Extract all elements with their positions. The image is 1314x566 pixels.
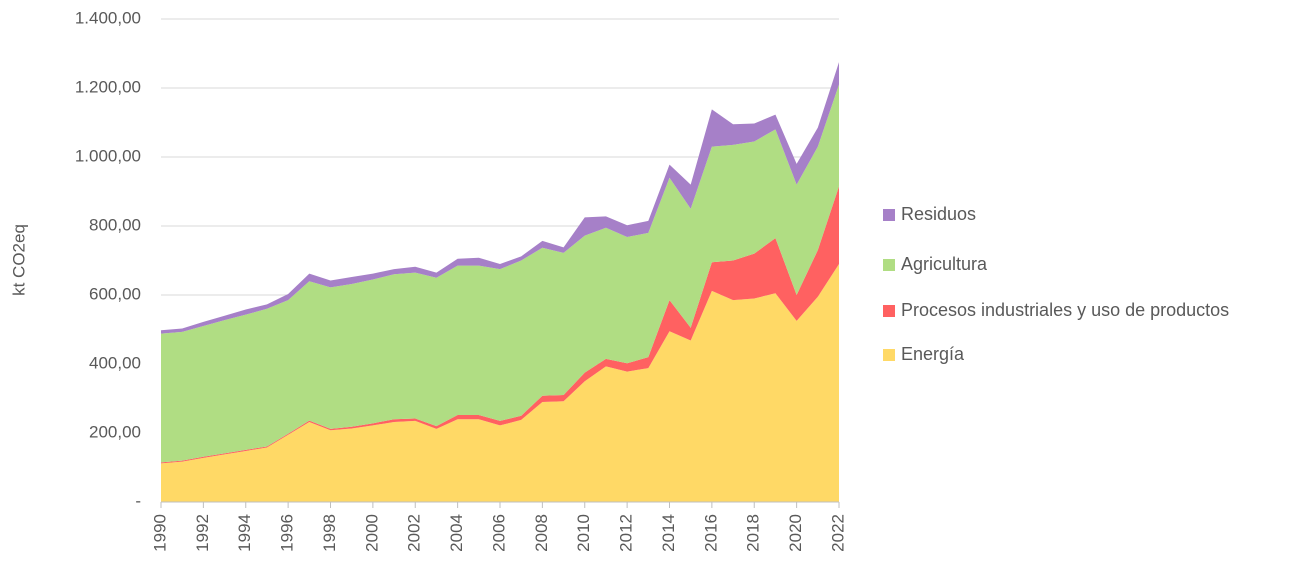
legend-swatch: [883, 259, 895, 271]
x-tick-label: 2020: [786, 514, 805, 552]
x-tick-label: 2004: [447, 514, 466, 552]
y-tick-label: 1.000,00: [75, 146, 141, 165]
y-tick-label: -: [135, 491, 141, 510]
y-axis-label: kt CO2eq: [9, 224, 28, 296]
area: [161, 84, 839, 463]
x-tick-label: 1996: [278, 514, 297, 552]
legend-swatch: [883, 349, 895, 361]
legend-swatch: [883, 209, 895, 221]
x-tick-label: 1990: [150, 514, 169, 552]
x-tick-label: 2014: [659, 514, 678, 552]
legend-label: Energía: [901, 344, 965, 364]
legend-swatch: [883, 305, 895, 317]
legend-label: Agricultura: [901, 254, 988, 274]
y-tick-label: 800,00: [89, 215, 141, 234]
x-tick-label: 2006: [489, 514, 508, 552]
area: [161, 263, 839, 502]
legend-label: Residuos: [901, 204, 976, 224]
y-tick-label: 400,00: [89, 353, 141, 372]
x-tick-label: 2000: [362, 514, 381, 552]
y-tick-label: 200,00: [89, 422, 141, 441]
x-tick-label: 2018: [744, 514, 763, 552]
x-tick-label: 2012: [617, 514, 636, 552]
y-tick-label: 600,00: [89, 284, 141, 303]
x-tick-label: 2010: [574, 514, 593, 552]
y-tick-label: 1.400,00: [75, 8, 141, 27]
x-tick-label: 1994: [235, 514, 254, 552]
x-tick-label: 1998: [320, 514, 339, 552]
x-tick-label: 2008: [532, 514, 551, 552]
y-tick-label: 1.200,00: [75, 77, 141, 96]
legend-label: Procesos industriales y uso de productos: [901, 300, 1229, 320]
x-tick-label: 2022: [828, 514, 847, 552]
x-tick-label: 1992: [193, 514, 212, 552]
x-tick-label: 2016: [701, 514, 720, 552]
x-tick-label: 2002: [405, 514, 424, 552]
